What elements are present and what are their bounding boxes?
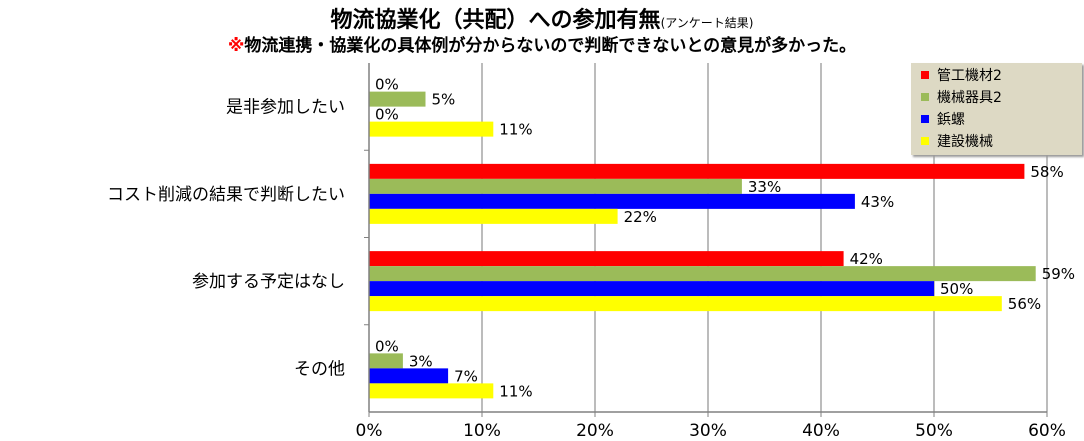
data-label: 0%	[375, 76, 399, 94]
data-label: 59%	[1042, 265, 1075, 283]
data-label: 50%	[940, 280, 973, 298]
chart-subtitle: ※物流連携・協業化の具体例が分からないので判断できないとの意見が多かった。	[0, 31, 1084, 56]
data-label: 11%	[499, 382, 532, 400]
data-label: 43%	[861, 193, 894, 211]
x-tick-label: 20%	[576, 421, 614, 441]
bar	[369, 208, 618, 224]
legend-swatch	[921, 115, 929, 123]
x-tick-label: 10%	[463, 421, 501, 441]
x-tick-label: 50%	[915, 421, 953, 441]
data-label: 56%	[1008, 295, 1041, 313]
legend-item: 機械器具2	[921, 87, 1002, 107]
x-tick-label: 0%	[356, 421, 383, 441]
bar	[369, 121, 494, 137]
bar	[369, 353, 403, 369]
legend-label: 建設機械	[937, 134, 993, 150]
bars	[369, 91, 1036, 399]
data-label: 11%	[499, 121, 532, 139]
chart-title-note: (アンケート結果)	[660, 16, 754, 30]
legend-label: 機械器具2	[937, 90, 1002, 106]
bar	[369, 281, 934, 297]
bar	[369, 383, 494, 399]
bar	[369, 266, 1036, 282]
data-label: 42%	[850, 250, 883, 268]
category-label: 是非参加したい	[226, 98, 345, 118]
legend-label: 管工機材2	[937, 68, 1002, 84]
data-label: 58%	[1030, 163, 1063, 181]
data-label: 0%	[375, 337, 399, 355]
bar	[369, 163, 1025, 179]
subtitle-mark: ※	[227, 36, 245, 56]
bar	[369, 193, 855, 209]
legend-swatch	[921, 93, 929, 101]
bar	[369, 251, 844, 267]
x-tick-label: 30%	[689, 421, 727, 441]
subtitle-text: 物流連携・協業化の具体例が分からないので判断できないとの意見が多かった。	[244, 36, 857, 56]
axes	[364, 63, 1048, 417]
legend-swatch	[921, 137, 929, 145]
x-tick-label: 60%	[1028, 421, 1066, 441]
bar	[369, 296, 1002, 312]
bar	[369, 91, 426, 107]
labels: 0% 10% 20% 30% 40% 50% 60% 是非参加したい 0% 5% 0% 11% コスト削…	[107, 76, 1075, 441]
bar	[369, 178, 742, 194]
x-tick-label: 40%	[802, 421, 840, 441]
legend-item: 建設機械	[921, 131, 993, 151]
legend-label: 鋲螺	[937, 112, 965, 128]
category-label: コスト削減の結果で判断したい	[107, 185, 345, 205]
legend-item: 管工機材2	[921, 65, 1002, 85]
legend-swatch	[921, 71, 929, 79]
category-label: その他	[294, 359, 345, 379]
bar	[369, 368, 449, 384]
data-label: 7%	[454, 367, 478, 385]
legend-item: 鋲螺	[921, 109, 965, 129]
data-label: 3%	[409, 352, 433, 370]
data-label: 5%	[432, 91, 456, 109]
chart-title: 物流協業化（共配）への参加有無(アンケート結果)	[0, 2, 1084, 34]
data-label: 0%	[375, 106, 399, 124]
data-label: 22%	[624, 208, 657, 226]
category-label: 参加する予定はなし	[192, 272, 345, 292]
legend: 管工機材2 機械器具2 鋲螺建設機械	[911, 63, 1082, 155]
data-label: 33%	[748, 178, 781, 196]
chart-title-main: 物流協業化（共配）への参加有無	[330, 8, 661, 33]
